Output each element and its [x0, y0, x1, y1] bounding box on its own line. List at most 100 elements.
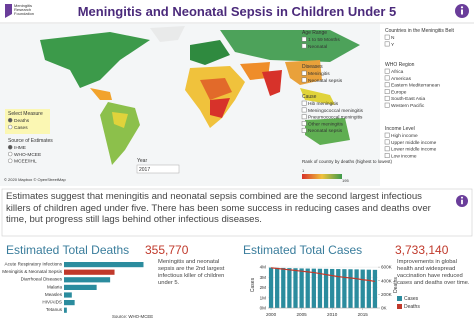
- line: [270, 267, 376, 283]
- radio[interactable]: [7, 117, 13, 123]
- y2-tick-label: 0K: [381, 306, 388, 311]
- y-tick-label: 1M: [260, 295, 267, 300]
- category-label: Tetanus: [46, 307, 63, 312]
- checkbox[interactable]: [301, 100, 307, 106]
- bar: [287, 268, 292, 308]
- cases-value: 3,733,140: [395, 243, 449, 257]
- filter-option: Meningitis: [308, 71, 330, 77]
- logo-mark: [5, 4, 12, 18]
- cases-title: Estimated Total Cases: [243, 243, 362, 257]
- radio[interactable]: [7, 124, 13, 130]
- deaths-note: Meningitis and neonatal sepsis are the 2…: [158, 259, 225, 286]
- radio[interactable]: [7, 151, 13, 157]
- year-select[interactable]: [136, 164, 180, 174]
- bar: [64, 277, 111, 283]
- radio[interactable]: [7, 144, 13, 150]
- filter-title: Diseases: [302, 64, 323, 70]
- checkbox[interactable]: [384, 68, 390, 74]
- checkbox[interactable]: [301, 43, 307, 49]
- info-button[interactable]: [455, 4, 469, 18]
- checkbox[interactable]: [384, 89, 390, 94]
- bar: [281, 267, 286, 308]
- category-label: Malaria: [47, 284, 63, 289]
- filter-option: South-East Asia: [391, 96, 425, 102]
- bar: [348, 269, 353, 308]
- filter-title: Age Range: [302, 30, 327, 36]
- category-label: Measles: [45, 292, 63, 297]
- bar: [275, 267, 280, 308]
- y-axis-title: Cases: [250, 277, 256, 292]
- checkbox[interactable]: [384, 102, 390, 108]
- checkbox[interactable]: [301, 36, 307, 42]
- filter-option: Other meningitis: [308, 121, 344, 127]
- y2-tick-label: 200K: [381, 292, 393, 297]
- bar: [323, 268, 329, 308]
- measure-highlight: [5, 109, 50, 134]
- radio[interactable]: [7, 158, 13, 164]
- filter-title: WHO Region: [385, 62, 415, 68]
- checkbox[interactable]: [301, 77, 307, 83]
- filter-option: Deaths: [14, 118, 30, 124]
- filter-option: WHO-MCEE: [14, 152, 41, 158]
- filter-title: Source of Estimates: [8, 138, 53, 144]
- filter-option: Americas: [391, 76, 412, 82]
- checkbox[interactable]: [301, 127, 307, 133]
- checkbox[interactable]: [384, 41, 390, 47]
- x-tick-label: 2010: [327, 312, 338, 317]
- y-tick-label: 3M: [260, 275, 267, 280]
- x-tick-label: 2015: [358, 312, 369, 317]
- y-tick-label: 0M: [260, 306, 267, 311]
- checkbox[interactable]: [384, 153, 390, 158]
- checkbox[interactable]: [384, 75, 390, 81]
- filter-title: Income Level: [385, 126, 415, 132]
- checkbox[interactable]: [384, 146, 390, 152]
- filter-option: Low income: [391, 153, 417, 159]
- description-wrap: Estimates suggest that meningitis and ne…: [6, 191, 431, 225]
- filter-option: Africa: [391, 69, 404, 75]
- filter-option: Hib meningitis: [308, 101, 339, 107]
- bar: [64, 284, 97, 290]
- deaths-value: 355,770: [145, 243, 189, 257]
- bar: [330, 268, 335, 308]
- filter-title: Cause: [302, 94, 317, 100]
- checkbox[interactable]: [384, 139, 390, 145]
- chart-source: Source: WHO-MCEE: [112, 314, 153, 319]
- map-credits: © 2020 Mapbox © OpenStreetMap: [4, 177, 66, 182]
- checkbox[interactable]: [384, 82, 390, 88]
- filter-option: Eastern Mediterranean: [391, 83, 440, 89]
- y-tick-label: 2M: [260, 285, 267, 290]
- logo-text: Foundation: [14, 11, 34, 16]
- filter-option: Y: [391, 42, 395, 48]
- world-map[interactable]: [0, 24, 380, 186]
- y-tick-label: 4M: [260, 265, 267, 270]
- checkbox[interactable]: [301, 114, 307, 120]
- checkbox[interactable]: [384, 95, 390, 101]
- filter-option: Meningococcal meningitis: [308, 108, 364, 114]
- year-value: 2017: [139, 167, 150, 173]
- bar: [64, 262, 144, 268]
- bar: [299, 268, 304, 308]
- cases-note: Improvements in global health and widesp…: [397, 259, 470, 286]
- page-title: Meningitis and Neonatal Sepsis in Childr…: [78, 4, 397, 19]
- y2-axis-title: Deaths: [393, 277, 399, 293]
- checkbox[interactable]: [301, 70, 307, 76]
- deaths-note-wrap: Meningitis and neonatal sepsis are the 2…: [158, 259, 225, 286]
- checkbox[interactable]: [301, 121, 307, 126]
- legend-swatch: [397, 296, 402, 301]
- legend-label: Deaths: [404, 304, 420, 310]
- filter-option: Neonatal: [308, 44, 327, 50]
- info-button[interactable]: [456, 195, 468, 207]
- category-label: HIV/AIDS: [42, 300, 62, 305]
- logo-text: Meningitis: [14, 3, 32, 8]
- legend-label: Cases: [404, 296, 419, 302]
- checkbox[interactable]: [384, 132, 390, 138]
- checkbox[interactable]: [384, 34, 390, 40]
- legend-swatch: [397, 304, 402, 309]
- rank-max: 195: [342, 178, 349, 183]
- checkbox[interactable]: [301, 107, 307, 113]
- rank-gradient: [302, 174, 342, 179]
- logo-text: Research: [14, 7, 31, 12]
- filter-option: Neonatal sepsis: [308, 128, 343, 134]
- x-tick-label: 2005: [296, 312, 307, 317]
